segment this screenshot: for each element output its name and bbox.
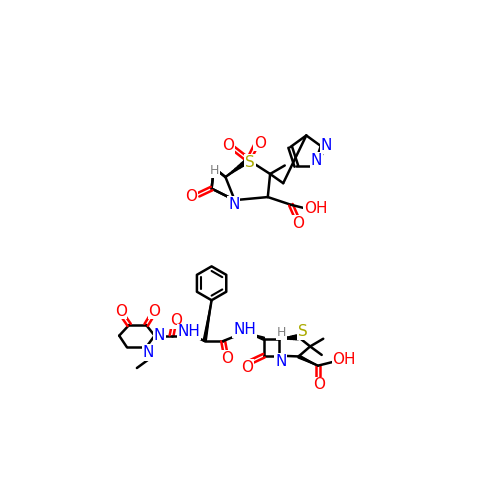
Text: O: O [314,378,326,392]
Text: H: H [210,164,220,177]
Text: S: S [298,324,308,340]
Text: O: O [254,136,266,150]
Text: N: N [310,153,322,168]
Text: O: O [222,138,234,153]
Polygon shape [298,355,318,366]
Text: O: O [221,352,233,366]
Text: O: O [292,216,304,230]
Text: O: O [148,304,160,318]
Text: NH: NH [234,322,256,337]
Polygon shape [203,300,211,342]
Text: O: O [114,304,126,318]
Text: OH: OH [332,352,356,367]
Text: O: O [185,189,197,204]
Text: S: S [245,155,255,170]
Text: NH: NH [178,324,201,340]
Polygon shape [248,334,264,340]
Text: N: N [143,345,154,360]
Text: N: N [275,354,286,368]
Text: O: O [241,360,253,374]
Text: O: O [170,313,182,328]
Text: N: N [320,138,332,153]
Text: N: N [154,328,165,343]
Text: N: N [228,198,239,212]
Text: OH: OH [304,201,328,216]
Text: H: H [277,326,286,339]
